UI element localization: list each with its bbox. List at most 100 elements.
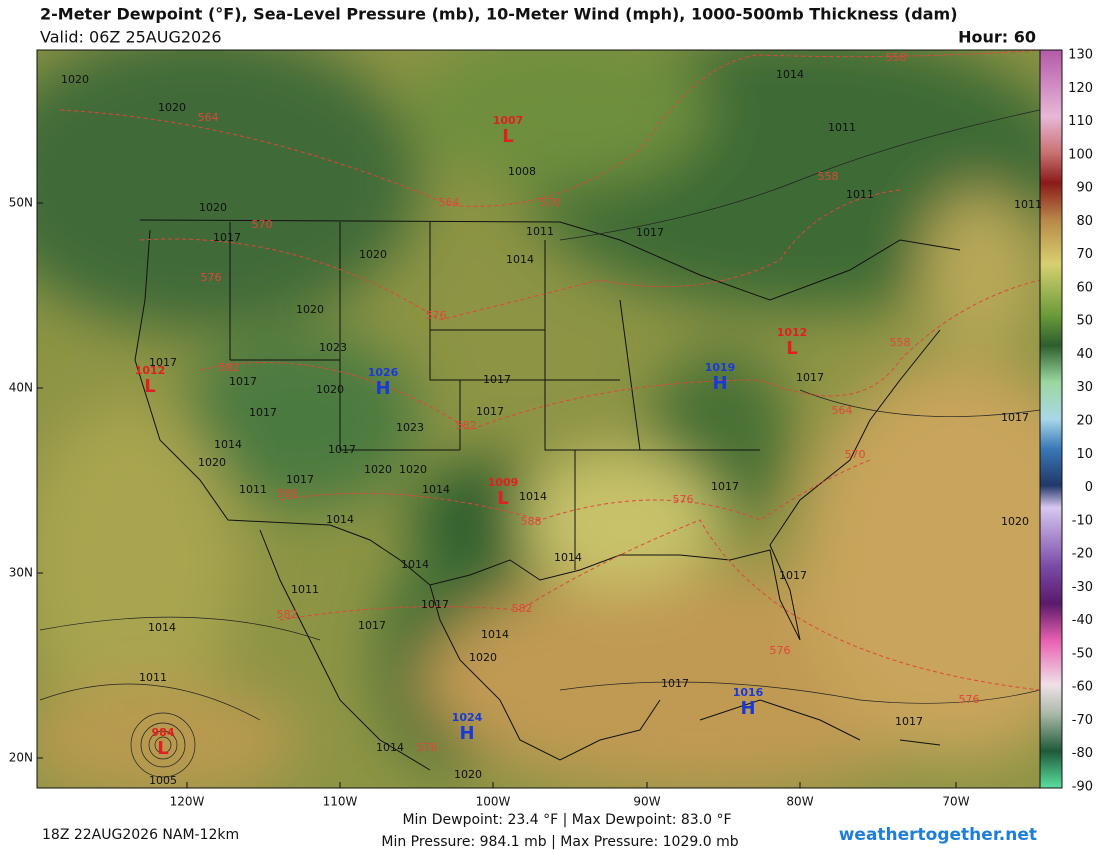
isobar-label: 1014 [214, 438, 242, 451]
center-value: 984 [152, 726, 175, 739]
isobar-label: 1014 [326, 513, 354, 526]
isobar-label: 1020 [359, 248, 387, 261]
center-symbol: H [740, 698, 755, 719]
colorbar-label: 110 [1068, 114, 1093, 129]
isobar-label: 1023 [319, 341, 347, 354]
thickness-label: 576 [417, 741, 438, 754]
center-value: 1019 [705, 361, 736, 374]
isobar-label: 1014 [376, 741, 404, 754]
colorbar-label: 10 [1076, 447, 1093, 462]
colorbar-label: 40 [1076, 347, 1093, 362]
center-symbol: H [459, 723, 474, 744]
center-value: 1012 [135, 364, 166, 377]
isobar-label: 1020 [61, 73, 89, 86]
coast-line [134, 229, 941, 641]
colorbar-label: 70 [1076, 247, 1093, 262]
isobar-label: 1017 [249, 406, 277, 419]
colorbar-label: 0 [1085, 480, 1093, 495]
center-symbol: H [375, 378, 390, 399]
field-blob [180, 330, 420, 510]
colorbar-label: -60 [1072, 680, 1093, 695]
isobar-label: 1017 [1001, 411, 1029, 424]
isobar-label: 1014 [148, 621, 176, 634]
isobar-label: 1011 [828, 121, 856, 134]
isobar-label: 1020 [399, 463, 427, 476]
center-symbol: H [712, 373, 727, 394]
isobar-label: 1011 [139, 671, 167, 684]
dewpoint-field [37, 50, 1040, 788]
island-line [699, 699, 941, 746]
colorbar-label: 120 [1068, 81, 1093, 96]
isobar-label: 1005 [149, 774, 177, 787]
coast-line [259, 529, 431, 771]
colorbar-label: -10 [1072, 513, 1093, 528]
thickness-label: 576 [770, 644, 791, 657]
isobar [154, 736, 172, 754]
colorbar-label: -50 [1072, 646, 1093, 661]
isobar [39, 683, 261, 721]
isobar-label: 1017 [895, 715, 923, 728]
colorbar-label: 60 [1076, 280, 1093, 295]
colorbar-label: 130 [1068, 48, 1093, 63]
isobar-label: 1020 [296, 303, 324, 316]
lat-label: 40N [9, 381, 33, 395]
center-symbol: L [157, 738, 168, 759]
field-blob [410, 50, 710, 190]
isobar [559, 681, 1040, 704]
isobar-label: 1020 [198, 456, 226, 469]
thickness-label: 564 [832, 404, 853, 417]
isobar [799, 389, 1040, 417]
thickness-label: 564 [198, 111, 219, 124]
field-blob [920, 190, 1040, 350]
lon-label: 110W [323, 795, 358, 809]
border-line [139, 219, 961, 301]
isobar-label: 1008 [508, 165, 536, 178]
isobar-label: 1020 [469, 651, 497, 664]
isobar-label: 1017 [636, 226, 664, 239]
isobar-label: 1017 [421, 598, 449, 611]
forecast-hour: Hour: 60 [958, 28, 1036, 47]
colorbar-label: -20 [1072, 547, 1093, 562]
center-symbol: L [786, 338, 797, 359]
center-symbol: L [144, 376, 155, 397]
isobar-label: 1017 [286, 473, 314, 486]
thickness-label: 588 [521, 515, 542, 528]
center-value: 1016 [733, 686, 764, 699]
isobar-label: 1017 [796, 371, 824, 384]
isobar-label: 1014 [506, 253, 534, 266]
isobar-label: 1017 [229, 375, 257, 388]
thickness-label: 570 [540, 196, 561, 209]
thickness-label: 576 [673, 493, 694, 506]
isobars [39, 109, 1040, 778]
isobar-label: 1017 [711, 480, 739, 493]
coast-line [429, 584, 661, 761]
lat-label: 50N [9, 196, 33, 210]
isobar-label: 1014 [422, 483, 450, 496]
colorbar-label: -30 [1072, 580, 1093, 595]
state-lines [229, 222, 760, 570]
center-value: 1026 [368, 366, 399, 379]
isobar-label: 1014 [776, 68, 804, 81]
field-blob [37, 400, 240, 720]
colorbar-label: -40 [1072, 613, 1093, 628]
thickness-label: 558 [818, 170, 839, 183]
isobar-label: 1020 [158, 101, 186, 114]
isobar [559, 109, 1040, 241]
colorbar-label: -90 [1072, 780, 1093, 795]
isobar-label: 1017 [328, 443, 356, 456]
lon-label: 90W [633, 795, 660, 809]
thickness-line [59, 50, 1040, 207]
boundaries [134, 219, 961, 771]
site-credit: weathertogether.net [839, 825, 1037, 845]
isobar-label: 1020 [1001, 515, 1029, 528]
isobar-label: 1014 [554, 551, 582, 564]
map-title: 2-Meter Dewpoint (°F), Sea-Level Pressur… [40, 5, 958, 24]
thickness-label: 564 [439, 196, 460, 209]
colorbar-label: 90 [1076, 181, 1093, 196]
isobar [130, 712, 196, 778]
center-value: 1024 [452, 711, 483, 724]
isobar-label: 1020 [454, 768, 482, 781]
thickness-label: 558 [886, 51, 907, 64]
